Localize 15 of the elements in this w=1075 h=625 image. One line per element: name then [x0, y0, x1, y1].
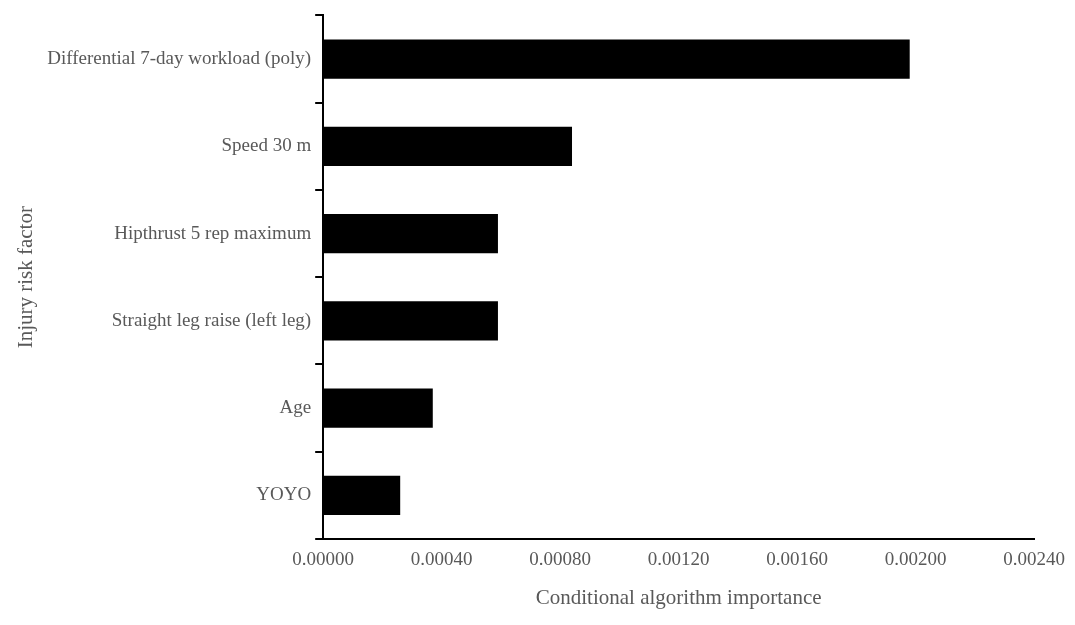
- x-tick-label: 0.00240: [1003, 548, 1065, 570]
- y-tick-label: Differential 7-day workload (poly): [47, 47, 312, 70]
- y-tick-label: YOYO: [256, 483, 312, 505]
- y-tick-label: Hipthrust 5 rep maximum: [114, 221, 312, 243]
- y-tick-label: Age: [279, 396, 312, 418]
- x-axis-title: Conditional algorithm importance: [535, 584, 822, 609]
- x-tick-label: 0.00200: [884, 548, 947, 570]
- y-tick-label: Speed 30 m: [221, 134, 312, 156]
- x-tick-label: 0.00160: [766, 548, 829, 570]
- y-axis-title: Injury risk factor: [13, 206, 38, 349]
- x-tick-label: 0.00000: [292, 548, 355, 570]
- x-tick-label: 0.00080: [529, 548, 592, 570]
- x-tick-label: 0.00040: [410, 548, 473, 570]
- y-tick-label: Straight leg raise (left leg): [111, 308, 312, 331]
- x-tick-label: 0.00120: [647, 548, 710, 570]
